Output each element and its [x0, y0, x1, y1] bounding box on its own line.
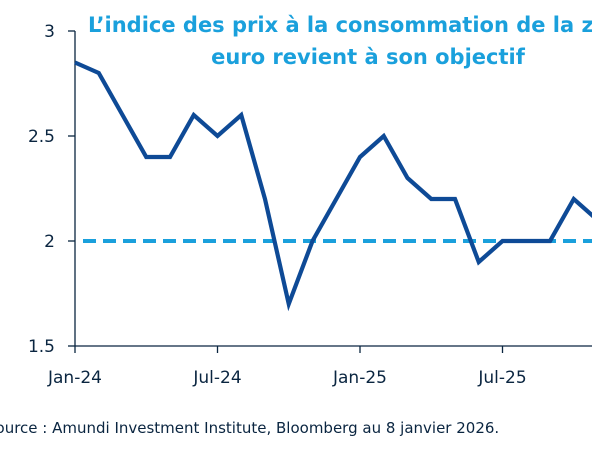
y-tick-label: 2.5 [28, 127, 55, 147]
x-tick-label: Jul-25 [477, 368, 526, 388]
chart-title-line-1: L’indice des prix à la consommation de l… [88, 13, 592, 37]
x-tick-label: Jan-25 [332, 368, 387, 388]
series-line-cpi [74, 60, 592, 312]
y-tick-label: 3 [44, 22, 55, 42]
chart-title-line-2: euro revient à son objectif [211, 45, 526, 69]
source-note: Source : Amundi Investment Institute, Bl… [0, 419, 499, 437]
x-tick-label: Jul-24 [192, 368, 241, 388]
x-tick-label: Jan-24 [47, 368, 102, 388]
y-ticks: 1.5 2 2.5 3 [28, 22, 75, 357]
y-tick-label: 1.5 [28, 337, 55, 357]
y-tick-label: 2 [44, 232, 55, 252]
x-ticks: Jan-24 Jul-24 Jan-25 Jul-25 [47, 346, 527, 388]
